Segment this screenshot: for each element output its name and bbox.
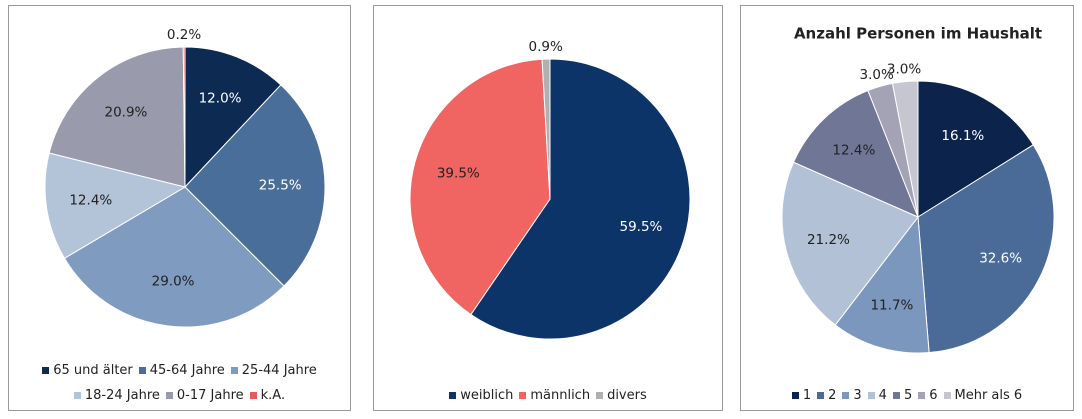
legend-item: 3: [842, 383, 862, 408]
pie-chart: 12.0% 25.5% 29.0% 12.4% 20.9% 0.2%: [44, 27, 326, 328]
legend-swatch: [842, 392, 850, 399]
legend-item: weiblich: [449, 383, 513, 408]
legend-item: divers: [596, 383, 647, 408]
pie-slice: [63, 186, 285, 328]
legend-label: 18-24 Jahre: [84, 388, 160, 403]
pie-slice: [44, 152, 187, 259]
legend-label: divers: [607, 388, 647, 403]
legend-label: 5: [903, 388, 913, 403]
legend-swatch: [138, 367, 146, 374]
legend-label: k.A.: [260, 388, 286, 403]
legend: weiblich männlich divers: [378, 383, 718, 408]
data-label: 20.9%: [104, 104, 147, 120]
legend-swatch: [867, 392, 875, 399]
pie-slice: [409, 58, 551, 316]
legend-label: 4: [878, 388, 887, 403]
data-label: 12.4%: [69, 193, 112, 209]
data-label: 3.0%: [860, 67, 894, 83]
legend-label: 6: [929, 388, 938, 403]
legend-item: k.A.: [249, 383, 286, 408]
legend-swatch: [943, 392, 951, 399]
data-label: 39.5%: [437, 165, 480, 181]
pie-slice: [541, 58, 551, 200]
data-label: 16.1%: [941, 128, 984, 144]
legend-swatch: [230, 367, 238, 374]
legend-label: männlich: [530, 388, 591, 403]
data-label: 32.6%: [979, 250, 1022, 266]
data-label: 3.0%: [887, 62, 921, 78]
chart-title: Anzahl Personen im Haushalt: [794, 25, 1042, 43]
legend-label: 2: [828, 388, 837, 403]
legend-swatch: [918, 392, 926, 399]
data-label: 0.9%: [529, 39, 563, 55]
legend-swatch: [519, 392, 527, 399]
legend-swatch: [165, 392, 173, 399]
pie-slice: [184, 84, 326, 287]
data-label: 25.5%: [259, 178, 302, 194]
legend-swatch: [791, 392, 799, 399]
pie-slice: [184, 46, 282, 189]
legend-item: Mehr als 6: [943, 383, 1023, 408]
legend-label: 25-44 Jahre: [241, 363, 317, 378]
legend-swatch: [73, 392, 81, 399]
legend-item: 1: [791, 383, 812, 408]
pie-slice: [792, 89, 919, 218]
legend-item: 25-44 Jahre: [230, 358, 317, 383]
legend-swatch: [892, 392, 900, 399]
legend-label: 0-17 Jahre: [176, 388, 244, 403]
legend-item: 65 und älter: [42, 358, 133, 383]
pie-slice: [470, 58, 691, 340]
legend-item: 18-24 Jahre: [73, 383, 160, 408]
data-label: 29.0%: [152, 273, 195, 289]
pie-slice: [182, 46, 186, 188]
data-label: 0.2%: [167, 27, 201, 43]
chart-panel: 12.0% 25.5% 29.0% 12.4% 20.9% 0.2% 65 und älte…: [8, 5, 351, 411]
legend: 65 und älter 45-64 Jahre 25-44 Jahre 18-24 …: [30, 358, 330, 408]
legend-label: 1: [802, 388, 812, 403]
pie-slice: [781, 161, 919, 326]
legend-label: 3: [853, 388, 862, 403]
pie-slice: [834, 215, 930, 354]
data-label: 11.7%: [870, 298, 913, 314]
legend-item: 45-64 Jahre: [138, 358, 225, 383]
legend-item: 0-17 Jahre: [165, 383, 244, 408]
legend-swatch: [249, 392, 257, 399]
data-label: 12.0%: [199, 90, 242, 106]
legend-item: 4: [867, 383, 887, 408]
data-label: 59.5%: [619, 219, 662, 235]
pie-slice: [891, 80, 919, 218]
chart-panel: 59.5% 39.5% 0.9% weiblich männlich divers: [373, 5, 723, 411]
legend-item: 6: [918, 383, 938, 408]
legend-item: 5: [892, 383, 913, 408]
legend-label: 45-64 Jahre: [149, 363, 225, 378]
legend: 1 2 3 4 5 6 Mehr als 6: [742, 383, 1072, 408]
legend-label: weiblich: [460, 388, 514, 403]
legend-swatch: [596, 392, 604, 399]
data-label: 21.2%: [807, 232, 850, 248]
pie-slice: [917, 80, 1034, 218]
legend-label: 65 und älter: [53, 363, 133, 378]
pie-chart: Anzahl Personen im Haushalt 16.1% 32.6% 11.…: [781, 25, 1055, 354]
legend-swatch: [817, 392, 825, 399]
legend-label: Mehr als 6: [954, 388, 1023, 403]
pie-slice: [917, 144, 1055, 354]
legend-swatch: [42, 367, 50, 374]
legend-item: männlich: [519, 383, 590, 408]
legend-item: 2: [817, 383, 836, 408]
chart-panel: Anzahl Personen im Haushalt 16.1% 32.6% 11.…: [740, 5, 1074, 411]
pie-chart: 59.5% 39.5% 0.9%: [409, 39, 691, 340]
legend-swatch: [449, 392, 457, 399]
pie-slice: [48, 46, 186, 188]
data-label: 12.4%: [832, 142, 875, 158]
